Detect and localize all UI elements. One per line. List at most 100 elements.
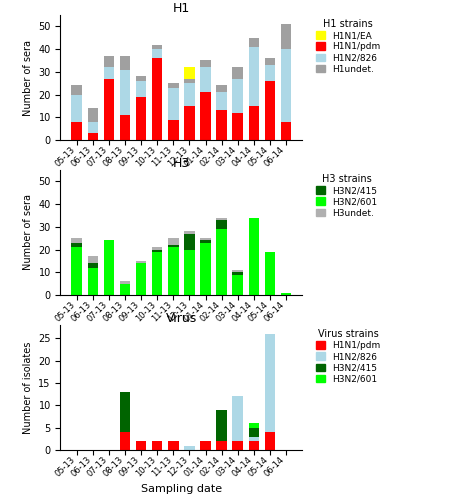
Bar bbox=[216, 410, 227, 441]
Bar bbox=[120, 432, 130, 450]
Bar bbox=[168, 120, 179, 140]
Bar bbox=[249, 47, 259, 106]
Bar bbox=[281, 292, 291, 295]
Bar bbox=[184, 106, 195, 140]
Bar bbox=[216, 86, 227, 92]
Bar bbox=[249, 441, 259, 450]
Bar bbox=[265, 334, 275, 432]
Bar bbox=[265, 81, 275, 140]
Bar bbox=[184, 446, 195, 450]
Bar bbox=[72, 86, 82, 94]
Bar bbox=[168, 245, 179, 248]
Bar bbox=[87, 256, 98, 263]
Bar bbox=[281, 49, 291, 122]
Bar bbox=[120, 392, 130, 432]
Bar bbox=[120, 56, 130, 70]
Bar bbox=[72, 94, 82, 122]
Bar bbox=[72, 248, 82, 295]
Bar bbox=[184, 68, 195, 78]
Bar bbox=[184, 250, 195, 295]
Bar bbox=[249, 218, 259, 295]
Bar bbox=[168, 83, 179, 87]
Bar bbox=[104, 68, 114, 78]
Bar bbox=[200, 92, 211, 140]
Bar bbox=[184, 83, 195, 106]
X-axis label: Sampling date: Sampling date bbox=[141, 484, 222, 494]
Bar bbox=[216, 92, 227, 110]
Bar bbox=[249, 423, 259, 428]
Title: H3: H3 bbox=[173, 157, 190, 170]
Bar bbox=[232, 78, 243, 112]
Bar bbox=[87, 133, 98, 140]
Y-axis label: Number of isolates: Number of isolates bbox=[23, 342, 33, 434]
Bar bbox=[136, 441, 146, 450]
Bar bbox=[72, 242, 82, 248]
Bar bbox=[200, 60, 211, 68]
Bar bbox=[200, 68, 211, 92]
Bar bbox=[184, 232, 195, 234]
Bar bbox=[120, 70, 130, 115]
Bar bbox=[168, 248, 179, 295]
Bar bbox=[249, 38, 259, 47]
Bar bbox=[232, 270, 243, 272]
Bar bbox=[152, 44, 162, 49]
Bar bbox=[120, 115, 130, 140]
Bar bbox=[152, 58, 162, 140]
Bar bbox=[216, 110, 227, 140]
Bar bbox=[249, 436, 259, 441]
Bar bbox=[168, 441, 179, 450]
Bar bbox=[120, 282, 130, 284]
Bar bbox=[216, 441, 227, 450]
Bar bbox=[184, 234, 195, 250]
Bar bbox=[249, 428, 259, 436]
Bar bbox=[120, 284, 130, 295]
Bar bbox=[104, 56, 114, 68]
Legend: H1N1/pdm, H1N2/826, H3N2/415, H3N2/601: H1N1/pdm, H1N2/826, H3N2/415, H3N2/601 bbox=[314, 327, 382, 386]
Bar bbox=[265, 432, 275, 450]
Bar bbox=[265, 252, 275, 295]
Bar bbox=[87, 268, 98, 295]
Bar bbox=[136, 261, 146, 263]
Bar bbox=[136, 76, 146, 81]
Bar bbox=[232, 441, 243, 450]
Legend: H3N2/415, H3N2/601, H3undet.: H3N2/415, H3N2/601, H3undet. bbox=[314, 172, 379, 220]
Bar bbox=[136, 81, 146, 97]
Bar bbox=[232, 396, 243, 441]
Bar bbox=[216, 229, 227, 295]
Bar bbox=[265, 58, 275, 65]
Bar bbox=[152, 252, 162, 295]
Bar bbox=[104, 240, 114, 295]
Bar bbox=[152, 49, 162, 58]
Bar bbox=[136, 97, 146, 140]
Bar bbox=[168, 238, 179, 245]
Bar bbox=[152, 441, 162, 450]
Title: Virus: Virus bbox=[166, 312, 197, 325]
Legend: H1N1/EA, H1N1/pdm, H1N2/826, H1undet.: H1N1/EA, H1N1/pdm, H1N2/826, H1undet. bbox=[314, 17, 382, 76]
Bar bbox=[87, 263, 98, 268]
Bar bbox=[87, 122, 98, 133]
Title: H1: H1 bbox=[173, 2, 190, 15]
Y-axis label: Number of sera: Number of sera bbox=[23, 40, 33, 116]
Y-axis label: Number of sera: Number of sera bbox=[23, 194, 33, 270]
Bar bbox=[152, 250, 162, 252]
Bar bbox=[72, 238, 82, 242]
Bar bbox=[200, 242, 211, 295]
Bar bbox=[152, 248, 162, 250]
Bar bbox=[281, 24, 291, 49]
Bar bbox=[249, 106, 259, 140]
Bar bbox=[136, 263, 146, 295]
Bar bbox=[104, 78, 114, 140]
Bar bbox=[232, 112, 243, 140]
Bar bbox=[216, 220, 227, 229]
Bar bbox=[184, 78, 195, 83]
Bar bbox=[216, 218, 227, 220]
Bar bbox=[232, 274, 243, 295]
Bar bbox=[168, 88, 179, 120]
Bar bbox=[200, 240, 211, 242]
Bar bbox=[87, 108, 98, 122]
Bar bbox=[200, 238, 211, 240]
Bar bbox=[232, 272, 243, 274]
Bar bbox=[72, 122, 82, 140]
Bar bbox=[200, 441, 211, 450]
Bar bbox=[281, 122, 291, 140]
